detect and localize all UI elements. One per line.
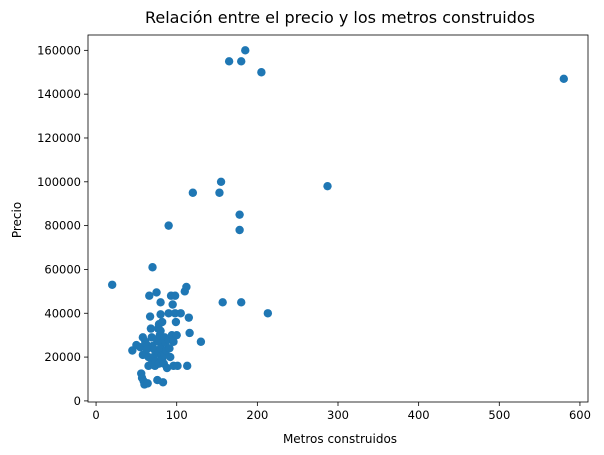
data-point: [145, 312, 155, 321]
x-axis-ticks: 0 100 200 300 400 500 600: [92, 402, 591, 422]
y-tick-label: 20000: [44, 350, 81, 364]
y-axis-ticks: 0 20000 40000 60000 80000 100000 120000 140000 1…: [37, 43, 88, 408]
data-point: [237, 57, 246, 66]
y-tick-label: 40000: [44, 306, 81, 320]
data-point: [146, 324, 156, 333]
data-point: [188, 188, 198, 197]
data-point: [165, 344, 174, 353]
x-tick-label: 400: [408, 408, 430, 422]
axes-frame: [87, 34, 589, 403]
data-point: [107, 280, 117, 289]
data-point: [237, 298, 246, 307]
y-tick-label: 120000: [37, 131, 81, 145]
data-point: [162, 363, 172, 373]
y-tick-label: 80000: [44, 219, 81, 233]
data-point: [154, 337, 164, 346]
y-tick-label: 0: [74, 394, 81, 408]
x-tick-label: 200: [246, 408, 268, 422]
data-point: [143, 379, 152, 388]
data-point: [156, 298, 165, 307]
data-point: [152, 288, 161, 297]
x-tick-label: 600: [569, 408, 591, 422]
data-point: [156, 326, 165, 335]
data-point: [257, 68, 266, 77]
data-point: [323, 181, 332, 191]
data-point: [185, 328, 194, 338]
data-point: [215, 188, 224, 197]
data-point: [218, 298, 227, 307]
data-point: [559, 74, 569, 84]
data-point: [182, 282, 191, 292]
data-point: [164, 309, 173, 318]
data-point: [176, 309, 185, 318]
data-point: [184, 313, 194, 322]
data-point: [235, 225, 244, 235]
data-point: [173, 361, 182, 371]
data-point: [157, 317, 167, 327]
data-point: [235, 210, 244, 219]
data-point: [170, 291, 180, 300]
data-point: [164, 221, 173, 230]
x-tick-label: 500: [488, 408, 510, 422]
data-point: [182, 361, 192, 371]
data-point: [241, 46, 250, 55]
y-tick-label: 140000: [37, 87, 81, 101]
data-point: [145, 291, 154, 300]
data-points: [107, 46, 569, 389]
data-point: [171, 317, 181, 327]
data-point: [166, 352, 175, 362]
x-tick-label: 0: [92, 408, 99, 422]
data-point: [263, 309, 273, 318]
data-point: [172, 330, 181, 340]
y-tick-label: 160000: [37, 43, 81, 57]
x-tick-label: 100: [166, 408, 188, 422]
y-axis-label: Precio: [10, 202, 24, 238]
chart-title: Relación entre el precio y los metros co…: [145, 8, 535, 27]
data-point: [148, 263, 157, 272]
data-point: [156, 310, 165, 319]
data-point: [168, 300, 177, 309]
data-point: [169, 337, 178, 346]
data-point: [158, 378, 168, 387]
data-point: [216, 177, 226, 186]
y-tick-label: 100000: [37, 175, 81, 189]
data-point: [196, 337, 206, 346]
x-tick-label: 300: [327, 408, 349, 422]
x-axis-label: Metros construidos: [283, 432, 397, 446]
data-point: [224, 57, 234, 66]
y-tick-label: 60000: [44, 262, 81, 276]
